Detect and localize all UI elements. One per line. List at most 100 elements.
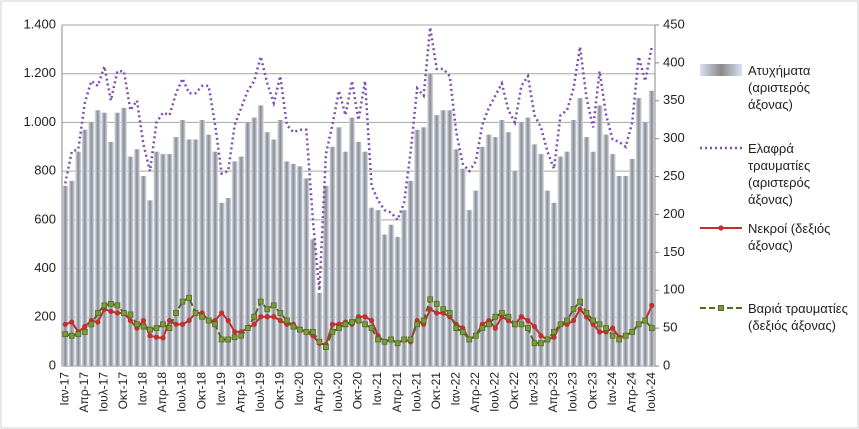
point bbox=[407, 336, 414, 343]
point bbox=[642, 317, 649, 324]
bar bbox=[414, 129, 421, 366]
point bbox=[140, 317, 147, 324]
legend-marker bbox=[718, 225, 724, 231]
point bbox=[472, 332, 479, 339]
point bbox=[81, 328, 88, 335]
x-tick-label: Οκτ-18 bbox=[194, 372, 208, 410]
point bbox=[525, 317, 531, 324]
point bbox=[186, 294, 192, 301]
x-tick-label: Οκτ-17 bbox=[116, 372, 130, 410]
bar bbox=[420, 127, 427, 366]
bar bbox=[244, 122, 251, 366]
point bbox=[323, 344, 329, 350]
bar bbox=[596, 105, 603, 366]
y-tick-label: 200 bbox=[34, 309, 56, 324]
point bbox=[538, 340, 544, 347]
x-tick-label: Απρ-20 bbox=[312, 372, 326, 413]
point bbox=[264, 306, 271, 313]
point bbox=[583, 310, 590, 316]
x-tick-label: Ιουλ-21 bbox=[409, 372, 423, 412]
point bbox=[153, 334, 160, 340]
y2-tick-label: 200 bbox=[663, 206, 685, 221]
point bbox=[564, 317, 570, 324]
bar bbox=[94, 110, 101, 366]
x-tick-label: Οκτ-19 bbox=[272, 372, 286, 410]
point bbox=[531, 340, 538, 347]
point bbox=[316, 338, 323, 345]
x-tick-label: Ιαν-20 bbox=[292, 372, 306, 406]
point bbox=[225, 336, 232, 343]
point bbox=[610, 325, 616, 331]
bar bbox=[609, 154, 616, 366]
legend-marker bbox=[718, 305, 724, 311]
point bbox=[309, 328, 316, 335]
x-tick-label: Απρ-22 bbox=[468, 372, 482, 413]
y2-tick-label: 50 bbox=[663, 320, 677, 335]
y-tick-label: 400 bbox=[34, 260, 56, 275]
point bbox=[153, 325, 160, 332]
x-tick-label: Ιουλ-18 bbox=[175, 372, 189, 412]
bar bbox=[270, 139, 277, 366]
x-tick-label: Οκτ-22 bbox=[507, 372, 521, 410]
point bbox=[603, 325, 610, 332]
bar bbox=[212, 151, 219, 366]
point bbox=[368, 317, 375, 324]
point bbox=[192, 310, 199, 316]
bar bbox=[127, 156, 134, 366]
x-tick-label: Οκτ-23 bbox=[585, 372, 599, 410]
x-tick-label: Ιαν-17 bbox=[57, 372, 71, 406]
point bbox=[186, 317, 192, 324]
bar bbox=[362, 151, 368, 366]
bar bbox=[335, 127, 342, 366]
point bbox=[336, 325, 342, 332]
bar bbox=[238, 156, 245, 366]
point bbox=[459, 328, 466, 335]
point bbox=[277, 310, 284, 316]
point bbox=[492, 313, 499, 320]
bar bbox=[381, 234, 388, 366]
point bbox=[381, 338, 388, 345]
point bbox=[251, 313, 258, 320]
y-tick-label: 1.400 bbox=[23, 16, 56, 31]
point bbox=[225, 317, 231, 324]
bar bbox=[616, 176, 623, 366]
point bbox=[551, 334, 557, 340]
point bbox=[609, 332, 616, 339]
bar bbox=[101, 112, 108, 366]
point bbox=[166, 325, 173, 332]
y-tick-label: 1.200 bbox=[23, 65, 56, 80]
bar bbox=[218, 202, 225, 366]
x-tick-label: Απρ-18 bbox=[155, 372, 169, 413]
x-tick-label: Οκτ-20 bbox=[351, 372, 365, 410]
bar bbox=[603, 134, 610, 366]
bar bbox=[394, 236, 401, 366]
x-tick-label: Ιαν-21 bbox=[370, 372, 384, 406]
point bbox=[401, 336, 408, 343]
bar bbox=[114, 112, 121, 366]
y2-tick-label: 300 bbox=[663, 130, 685, 145]
legend-label: Ελαφρά τραυματίες (αριστερός άξονας) bbox=[748, 141, 811, 207]
bar bbox=[498, 119, 505, 366]
point bbox=[173, 310, 179, 316]
point bbox=[303, 328, 310, 335]
point bbox=[140, 323, 147, 330]
y2-tick-label: 0 bbox=[663, 357, 670, 372]
point bbox=[218, 336, 225, 343]
point bbox=[62, 321, 68, 327]
point bbox=[147, 326, 153, 333]
point bbox=[173, 321, 179, 327]
bar bbox=[577, 98, 584, 367]
bar bbox=[147, 200, 153, 366]
point bbox=[160, 321, 166, 328]
point bbox=[101, 302, 108, 309]
point bbox=[616, 336, 623, 343]
bar bbox=[316, 292, 323, 366]
point bbox=[590, 317, 596, 324]
point bbox=[82, 323, 88, 330]
point bbox=[427, 296, 434, 303]
point bbox=[648, 325, 655, 332]
bar bbox=[518, 122, 525, 366]
point bbox=[375, 336, 381, 343]
bar bbox=[407, 180, 414, 366]
